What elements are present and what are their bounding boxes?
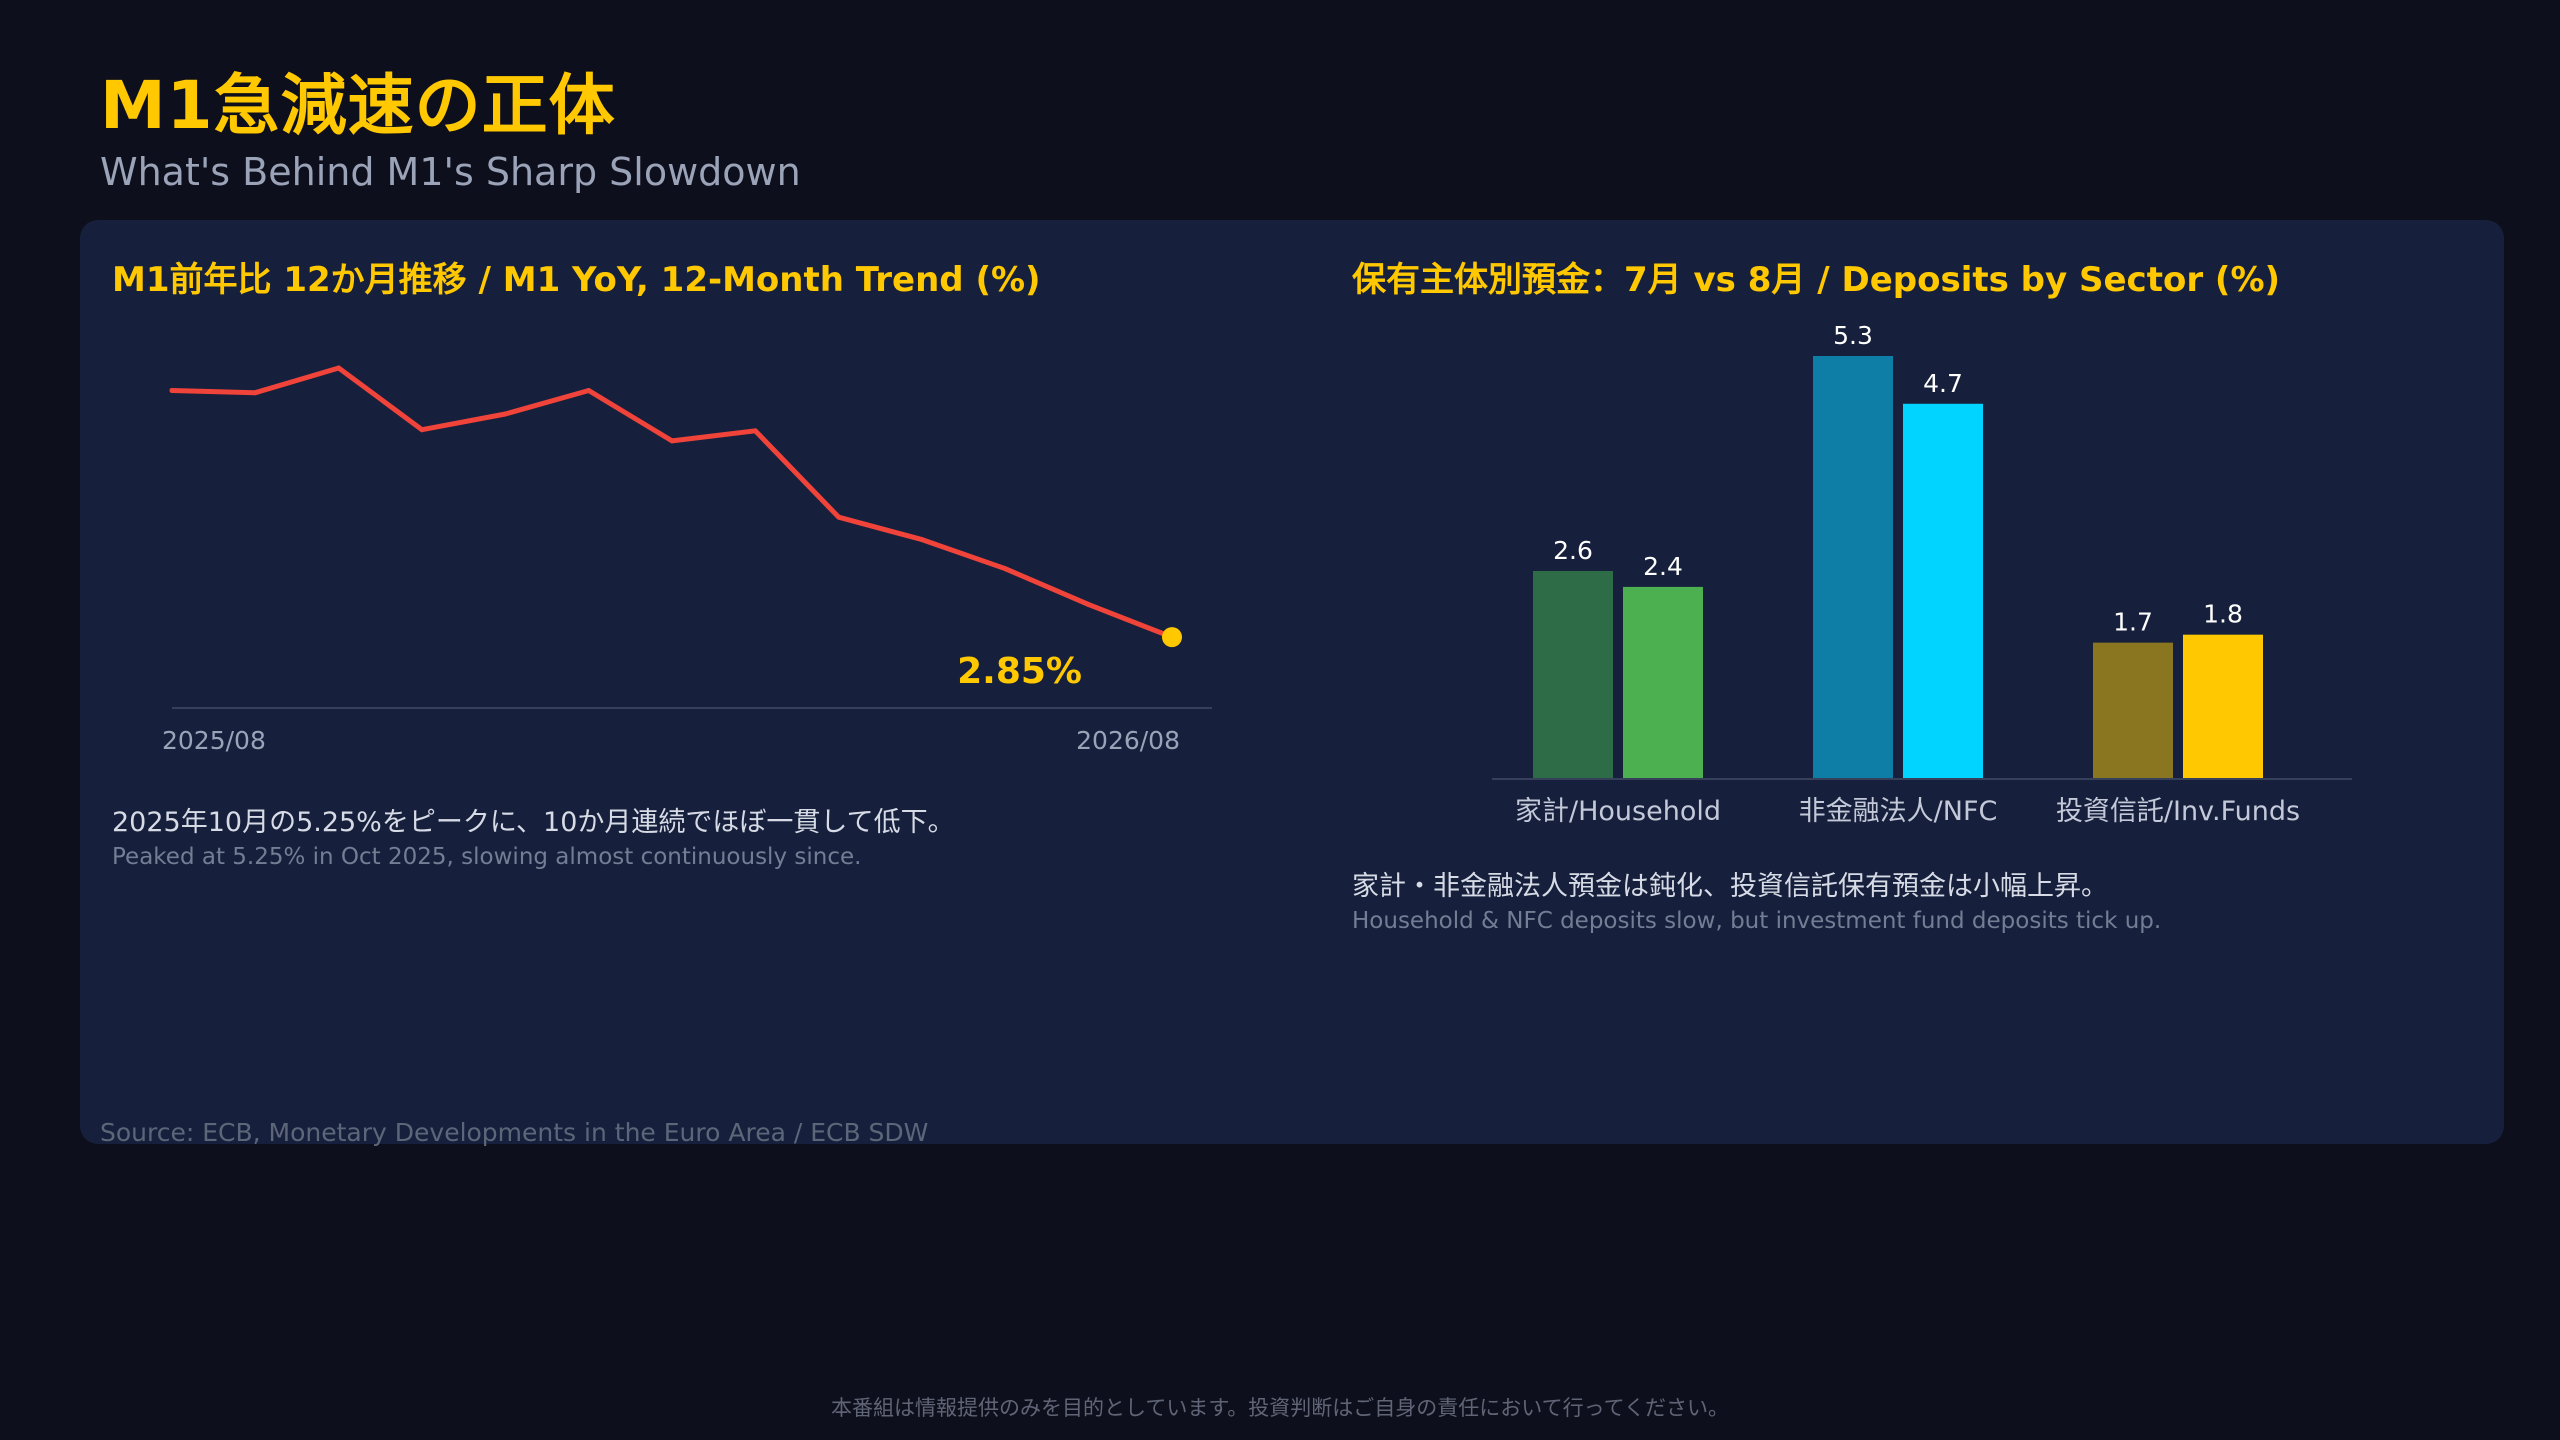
bar-nfc-series-1 [1813,356,1893,778]
category-label-inv-funds: 投資信託/Inv.Funds [2056,796,2300,827]
bar-inv-funds-series-2 [2183,634,2263,778]
category-label-household: 家計/Household [1515,796,1721,827]
line-point-2026-04 [836,514,842,520]
bar-household-series-1 [1533,570,1613,778]
line-point-2025-10 [336,365,342,371]
source-note: Source: ECB, Monetary Developments in th… [100,1118,929,1147]
bar-chart-note-ja: 家計・非金融法人預金は鈍化、投資信託保有預金は小幅上昇。 [1352,871,2108,902]
bar-household-series-2 [1623,586,1703,778]
line-chart-note-en: Peaked at 5.25% in Oct 2025, slowing alm… [112,844,862,870]
line-point-2026-06 [1002,566,1008,572]
bar-value-label-household-series-2: 2.4 [1643,552,1683,581]
line-end-marker [1162,627,1182,648]
category-label-nfc: 非金融法人/NFC [1799,796,1998,827]
line-point-2026-01 [586,387,592,393]
line-point-2026-07 [1086,602,1092,608]
line-point-2026-05 [919,537,925,543]
m1-yoy-series-line [169,365,1175,640]
x-tick-label-end: 2026/08 [1076,726,1180,755]
bar-chart-title: 保有主体別預金：7月 vs 8月 / Deposits by Sector (%… [1352,260,2281,300]
bar-value-label-nfc-series-1: 5.3 [1833,321,1873,350]
deposits-by-sector-bar-chart: 2.6 2.4 家計/Household 5.3 4.7 非金融法人/NFC 1.7 1.8 投… [1492,321,2352,827]
bar-value-label-household-series-1: 2.6 [1553,536,1593,565]
m1-yoy-line-chart: 2.85% 2025/08 2026/08 [162,365,1212,755]
line-point-2026-03 [752,428,758,434]
x-tick-label-start: 2025/08 [162,726,266,755]
page-title: M1急減速の正体 [100,67,616,144]
bar-chart-note-en: Household & NFC deposits slow, but inves… [1352,908,2162,934]
bar-value-label-nfc-series-2: 4.7 [1923,369,1963,398]
bar-value-label-inv-funds-series-1: 1.7 [2113,608,2153,637]
line-chart-note-ja: 2025年10月の5.25%をピークに、10か月連続でほぼ一貫して低下。 [112,807,955,838]
line-point-2025-11 [419,427,425,433]
line-point-2025-12 [502,411,508,417]
bar-nfc-series-2 [1903,403,1983,778]
content-panel: M1前年比 12か月推移 / M1 YoY, 12-Month Trend (%… [80,220,2504,1144]
bar-value-label-inv-funds-series-2: 1.8 [2203,600,2243,629]
line-chart-title: M1前年比 12か月推移 / M1 YoY, 12-Month Trend (%… [112,260,1041,300]
line-end-value-label: 2.85% [957,651,1082,692]
page-subtitle: What's Behind M1's Sharp Slowdown [100,150,801,194]
line-point-2025-09 [252,390,258,396]
disclaimer: 本番組は情報提供のみを目的としています。投資判断はご自身の責任において行ってくだ… [831,1396,1729,1420]
line-point-2025-08 [169,387,175,393]
bar-inv-funds-series-1 [2093,642,2173,778]
line-point-2026-02 [669,438,675,444]
